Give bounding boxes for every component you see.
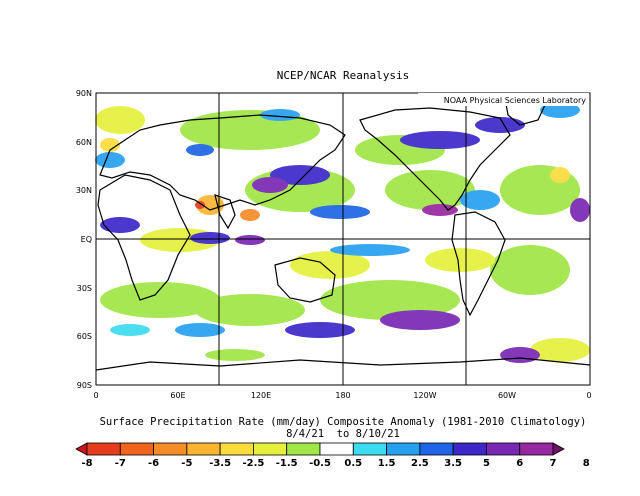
colorbar-tick-label: -3.5: [209, 458, 231, 469]
colorbar-tick-label: -1.5: [276, 458, 298, 469]
colorbar-swatch: [452, 442, 487, 456]
lat-label: 60N: [76, 138, 92, 147]
lon-label: 120E: [251, 391, 271, 400]
credit-label: NOAA Physical Sciences Laboratory: [444, 96, 587, 105]
colorbar-swatch: [386, 442, 421, 456]
colorbar-tick-label: 7: [550, 458, 557, 469]
colorbar-swatch: [186, 442, 221, 456]
lon-label: 60W: [498, 391, 516, 400]
lat-label: EQ: [81, 235, 92, 244]
colorbar: [75, 442, 565, 456]
colorbar-tick-label: -0.5: [309, 458, 331, 469]
map-title: NCEP/NCAR Reanalysis: [277, 69, 409, 82]
colorbar-tick-label: -8: [81, 458, 92, 469]
colorbar-swatch: [286, 442, 321, 456]
lon-label: 180: [335, 391, 350, 400]
colorbar-swatch: [119, 442, 154, 456]
lat-label: 30N: [76, 186, 92, 195]
colorbar-tick-label: 2.5: [411, 458, 429, 469]
anomaly-field: [95, 102, 590, 363]
map-frame: [95, 92, 591, 386]
lat-label: 90S: [77, 381, 92, 390]
colorbar-swatch: [153, 442, 188, 456]
lon-label: 120W: [413, 391, 436, 400]
lat-label: 30S: [77, 284, 92, 293]
lat-label: 90N: [76, 89, 92, 98]
lon-label: 60E: [170, 391, 185, 400]
lon-label: 0: [93, 391, 98, 400]
colorbar-tick-label: 0.5: [344, 458, 362, 469]
caption-line-1: Surface Precipitation Rate (mm/day) Comp…: [100, 416, 587, 428]
colorbar-tick-label: 3.5: [444, 458, 462, 469]
grid-lines: [96, 93, 590, 385]
colorbar-tick-label: 5: [483, 458, 490, 469]
colorbar-tick-label: 6: [516, 458, 523, 469]
longitude-labels: 0 60E 120E 180 120W 60W 0: [93, 391, 591, 400]
colorbar-swatch: [219, 442, 254, 456]
colorbar-swatch: [519, 442, 554, 456]
lat-label: 60S: [77, 332, 92, 341]
colorbar-swatch: [419, 442, 454, 456]
colorbar-tick-label: -7: [115, 458, 126, 469]
latitude-labels: 90N 60N 30N EQ 30S 60S 90S: [76, 89, 92, 390]
colorbar-swatch: [253, 442, 288, 456]
continent-outlines: [95, 95, 591, 371]
colorbar-swatch: [75, 442, 88, 456]
colorbar-tick-label: -6: [148, 458, 159, 469]
colorbar-swatch: [86, 442, 121, 456]
colorbar-swatch: [486, 442, 521, 456]
colorbar-swatch: [319, 442, 354, 456]
colorbar-swatch: [352, 442, 387, 456]
colorbar-tick-label: -5: [181, 458, 192, 469]
colorbar-labels: -8 -7 -6 -5 -3.5 -2.5 -1.5 -0.5 0.5 1.5 2.5 3.5 5 6 7 8: [81, 458, 589, 469]
colorbar-tick-label: 8: [583, 458, 590, 469]
lon-label: 0: [586, 391, 591, 400]
credit-box: [418, 93, 589, 106]
colorbar-tick-label: -2.5: [242, 458, 264, 469]
colorbar-swatch: [552, 442, 565, 456]
caption-line-2: 8/4/21 to 8/10/21: [286, 428, 400, 440]
colorbar-tick-label: 1.5: [378, 458, 396, 469]
